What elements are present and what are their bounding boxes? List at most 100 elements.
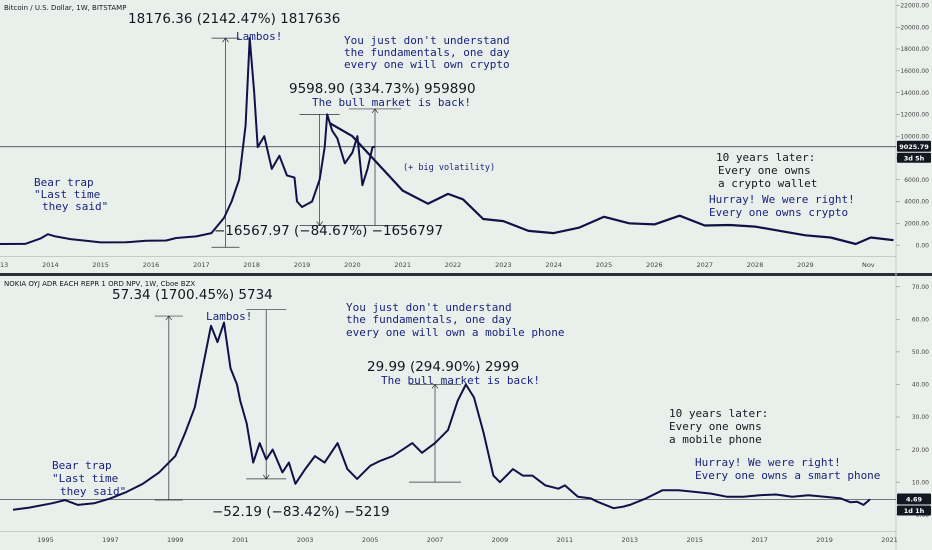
nok-x-tick-label: 1995 — [37, 536, 54, 544]
nok-fundamentals-line-3: every one will own a mobile phone — [346, 326, 565, 339]
btc-y-tick-label: 6000.00 — [904, 177, 929, 184]
nok-y-tick-label: 60.00 — [912, 317, 929, 324]
btc-measure-arrow — [316, 221, 323, 227]
btc-y-tick-label: 10000.00 — [900, 133, 929, 140]
btc-x-tick-label: Nov — [862, 261, 875, 269]
nok-ten-years-line-3: a mobile phone — [669, 433, 762, 446]
nok-y-tick-label: 30.00 — [912, 414, 929, 421]
nok-bear-trap-line-1: Bear trap — [52, 459, 112, 472]
nok-x-tick-label: 2021 — [881, 536, 898, 544]
btc-y-tick-label: 12000.00 — [900, 112, 929, 119]
bitcoin-symbol-label: Bitcoin / U.S. Dollar, 1W, BITSTAMP — [4, 4, 126, 12]
btc-lambos-annotation: Lambos! — [236, 30, 282, 43]
btc-x-tick-label: 2023 — [495, 261, 512, 269]
nok-y-tick-label: 70.00 — [912, 284, 929, 291]
btc-y-tick-label: 18000.00 — [900, 46, 929, 53]
btc-y-tick-label: 20000.00 — [900, 24, 929, 31]
nok-fundamentals-line-1: You just don't understand — [346, 301, 512, 314]
nok-ten-years-line-1: 10 years later: — [669, 407, 768, 420]
btc-ten-years-line-2: Every one owns — [718, 164, 811, 177]
nok-y-tick-label: 10.00 — [912, 479, 929, 486]
nok-x-tick-label: 2005 — [362, 536, 379, 544]
nok-y-tick-label: 50.00 — [912, 349, 929, 356]
btc-x-tick-label: 2019 — [294, 261, 311, 269]
nok-x-tick-label: 2015 — [686, 536, 703, 544]
btc-price-badge-bg — [897, 140, 931, 152]
nok-fundamentals-line-2: the fundamentals, one day — [346, 313, 512, 326]
btc-bull-measure-label: 9598.90 (334.73%) 959890 — [289, 81, 476, 97]
nok-measure-arrow — [431, 383, 439, 389]
nok-time-badge: 1d 1h — [904, 507, 925, 515]
btc-y-tick-label: 14000.00 — [900, 90, 929, 97]
btc-measure-arrow — [371, 108, 379, 114]
btc-x-tick-label: 2027 — [696, 261, 713, 269]
btc-y-tick-label: 22000.00 — [900, 3, 929, 10]
nok-time-badge-bg — [897, 505, 931, 516]
btc-x-tick-label: 2018 — [243, 261, 260, 269]
btc-x-tick-label: 2028 — [747, 261, 764, 269]
btc-x-tick-label: 2024 — [545, 261, 562, 269]
btc-ten-years-line-3: a crypto wallet — [718, 177, 817, 190]
btc-x-tick-label: 2021 — [394, 261, 411, 269]
nok-x-tick-label: 1999 — [167, 536, 184, 544]
btc-ten-years-line-1: 10 years later: — [716, 151, 815, 164]
btc-hurray-line-1: Hurray! We were right! — [709, 193, 855, 206]
btc-fall-measure-label: −16567.97 (−84.67%) −1656797 — [214, 223, 443, 239]
btc-y-tick-label: 4000.00 — [904, 199, 929, 206]
nok-price-series-line[interactable] — [12, 321, 871, 511]
nok-y-tick-label: 20.00 — [912, 447, 929, 454]
nok-fall-measure-label: −52.19 (−83.42%) −5219 — [212, 504, 390, 520]
btc-x-tick-label: 2022 — [445, 261, 462, 269]
btc-bull-market-annotation: The bull market is back! — [312, 96, 471, 109]
btc-measure-arrow — [222, 37, 229, 43]
nok-measure-arrow — [165, 315, 173, 321]
nokia-pane[interactable]: 70.0060.0050.0040.0030.0020.0010.000.001… — [0, 284, 931, 544]
btc-x-tick-label: 2020 — [344, 261, 361, 269]
nok-x-tick-label: 2013 — [622, 536, 639, 544]
btc-y-tick-label: 2000.00 — [904, 221, 929, 228]
btc-x-tick-label: 2015 — [92, 261, 109, 269]
nok-bull-measure-label: 29.99 (294.90%) 2999 — [367, 359, 519, 375]
nok-x-tick-label: 2019 — [816, 536, 833, 544]
btc-x-tick-label: 2014 — [42, 261, 59, 269]
nok-ten-years-line-2: Every one owns — [669, 420, 762, 433]
btc-price-badge: 9025.79 — [899, 143, 929, 151]
nok-bear-trap-line-3: they said" — [60, 485, 126, 498]
btc-y-tick-label: 16000.00 — [900, 68, 929, 75]
nok-lambos-annotation: Lambos! — [206, 310, 252, 323]
nok-price-badge-bg — [897, 493, 931, 505]
btc-fundamentals-line-3: every one will own crypto — [344, 58, 510, 71]
bitcoin-pane[interactable]: 22000.00 20000.00 18000.00 16000.00 14000.00… — [0, 3, 931, 269]
nokia-symbol-label: NOKIA OYJ ADR EACH REPR 1 ORD NPV, 1W, C… — [4, 280, 195, 288]
btc-x-tick-label: 2026 — [646, 261, 663, 269]
nok-x-tick-label: 2001 — [232, 536, 249, 544]
btc-x-tick-label: 2016 — [143, 261, 160, 269]
nok-x-tick-label: 2011 — [557, 536, 574, 544]
btc-x-tick-label: 2025 — [596, 261, 613, 269]
nok-hurray-line-1: Hurray! We were right! — [695, 456, 841, 469]
btc-bear-trap-line-3: they said" — [42, 200, 108, 213]
btc-time-badge: 3d 5h — [904, 154, 925, 162]
nok-rise-measure-label: 57.34 (1700.45%) 5734 — [112, 287, 273, 303]
btc-fundamentals-line-2: the fundamentals, one day — [344, 46, 510, 59]
btc-price-series-line[interactable] — [0, 37, 376, 245]
nok-y-tick-label: 40.00 — [912, 382, 929, 389]
btc-x-tick-label: 2029 — [797, 261, 814, 269]
nok-x-tick-label: 2017 — [751, 536, 768, 544]
btc-rise-measure-label: 18176.36 (2142.47%) 1817636 — [128, 11, 340, 27]
btc-projection-series-line[interactable] — [329, 122, 894, 246]
nok-x-tick-label: 1997 — [102, 536, 119, 544]
btc-bear-trap-line-1: Bear trap — [34, 176, 94, 189]
nok-hurray-line-2: Every one owns a smart phone — [695, 469, 880, 482]
nok-measure-arrow — [262, 474, 270, 480]
nok-x-tick-label: 2009 — [492, 536, 509, 544]
btc-x-tick-label: 2013 — [0, 261, 8, 269]
nok-x-tick-label: 2003 — [297, 536, 314, 544]
btc-y-tick-label: 0.00 — [916, 242, 930, 249]
btc-x-tick-label: 2017 — [193, 261, 210, 269]
btc-volatility-annotation: (+ big volatility) — [403, 163, 495, 173]
btc-hurray-line-2: Every one owns crypto — [709, 206, 848, 219]
btc-time-badge-bg — [897, 152, 931, 163]
btc-fundamentals-line-1: You just don't understand — [344, 34, 510, 47]
